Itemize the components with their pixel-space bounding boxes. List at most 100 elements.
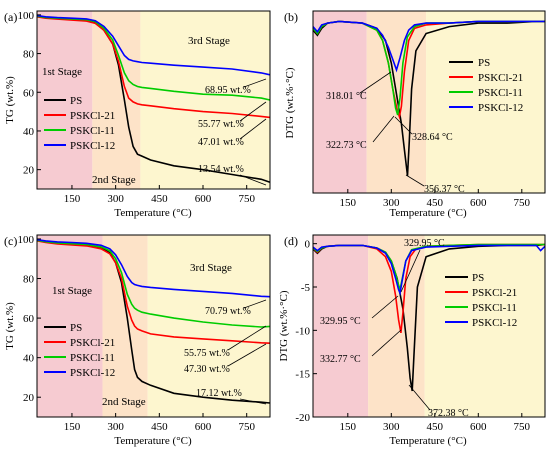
legend-a-11: PSKCl-11 (70, 125, 115, 137)
panel-a-ylabel: TG (wt.%) (4, 76, 16, 124)
panel-b-series-3 (312, 20, 545, 73)
legend-d-11: PSKCl-11 (472, 302, 517, 314)
panel-b-band-1 (366, 11, 427, 193)
panel-a-ytick-label-4: 100 (18, 10, 35, 22)
legend-c-21: PSKCl-21 (70, 337, 115, 349)
panel-c-ytick-label-0: 20 (23, 392, 35, 404)
panel-b-band-0 (313, 11, 367, 193)
panel-d-ytick-label-4: -20 (295, 412, 310, 424)
panel-c-band-1 (102, 235, 148, 417)
panel-c-xtick-label-1: 300 (107, 421, 124, 433)
panel-c-arrow-3 (227, 343, 267, 367)
panel-a-series (36, 14, 271, 183)
legend-a-21: PSKCl-21 (70, 110, 115, 122)
panel-c: 150 300 450 600 750 20 40 60 80 100 (c) Temperat… (4, 234, 271, 447)
legend-b-11: PSKCl-11 (478, 87, 523, 99)
panel-c-series-2 (36, 239, 271, 328)
panel-c-series-3 (36, 238, 271, 298)
panel-c-ytick-label-2: 60 (23, 313, 35, 325)
panel-b-band-2 (426, 11, 545, 193)
panel-d-yticks: 0 -5 -10 -15 -20 (295, 239, 317, 424)
panel-d-arrow-3 (371, 329, 402, 357)
panel-a-series-3 (36, 14, 271, 76)
legend-a-ps: PS (70, 95, 82, 107)
panel-b-xtick-label-2: 450 (427, 197, 444, 209)
panel-a-ytick-label-3: 80 (23, 49, 35, 61)
panel-b-bands (313, 11, 545, 193)
panel-b-annot-2: 322.73 °C (326, 140, 367, 151)
legend-b-ps: PS (478, 57, 490, 69)
panel-b-xtick-label-4: 750 (514, 197, 531, 209)
legend-d-ps: PS (472, 272, 484, 284)
panel-a-stage2: 2nd Stage (92, 174, 136, 186)
legend-c-ps: PS (70, 322, 82, 334)
panel-a-xtick-label-0: 150 (64, 193, 81, 205)
panel-a-series-1 (36, 16, 271, 119)
legend-d-21: PSKCl-21 (472, 287, 517, 299)
panel-d: 150 300 450 600 750 0 -5 -10 -15 -20 (d) Tempera… (278, 234, 546, 447)
panel-d-series (312, 243, 546, 392)
panel-c-ytick-label-3: 80 (23, 274, 35, 286)
panel-c-annot-1: 70.79 wt.% (205, 306, 251, 317)
panel-c-series-1 (36, 240, 271, 344)
panel-a-stage3: 3rd Stage (188, 35, 230, 47)
panel-b-arrow-2 (372, 115, 395, 143)
panel-c-frame (36, 234, 271, 418)
panel-d-band-2 (424, 235, 545, 417)
panel-a-xlabel: Temperature (°C) (114, 207, 192, 219)
panel-a-arrow-3 (239, 118, 267, 140)
panel-d-legend: PS PSKCl-21 PSKCl-11 PSKCl-12 (445, 272, 517, 329)
panel-b-arrow-3 (394, 116, 413, 135)
panel-a-ytick-label-2: 60 (23, 87, 35, 99)
panel-c-stage2: 2nd Stage (102, 396, 146, 408)
panel-d-series-3 (312, 244, 546, 297)
panel-b-annot-3: 328.64 °C (412, 132, 453, 143)
panel-c-label: (c) (4, 234, 17, 248)
panel-d-xtick-label-0: 150 (340, 421, 357, 433)
panel-a-arrow-4 (239, 174, 267, 186)
panel-d-xtick-label-4: 750 (514, 421, 531, 433)
panel-a-arrow-2 (239, 101, 267, 122)
panel-b-xtick-label-3: 600 (470, 197, 487, 209)
panel-a-annot-1: 68.95 wt.% (205, 85, 251, 96)
panel-d-annot-4: 372.38 °C (428, 408, 469, 419)
panel-a-xtick-label-4: 750 (238, 193, 255, 205)
panel-d-label: (d) (284, 234, 298, 248)
panel-c-stage3: 3rd Stage (190, 262, 232, 274)
legend-c-12: PSKCl-12 (70, 367, 115, 379)
panel-c-annot-4: 17.12 wt.% (196, 388, 242, 399)
panel-d-frame (312, 234, 546, 418)
panel-a-yticks: 20 40 60 80 100 (18, 10, 41, 177)
panel-a-bands (37, 11, 270, 189)
panel-a-band-1 (92, 11, 141, 189)
panel-d-annot-2: 329.95 °C (320, 316, 361, 327)
panel-c-xtick-label-0: 150 (64, 421, 81, 433)
panel-d-annot-1: 329.95 °C (404, 238, 445, 249)
panel-a-ytick-label-1: 40 (23, 126, 35, 138)
panel-d-arrow-4 (408, 384, 431, 411)
panel-d-ylabel: DTG (wt.%·°C) (278, 290, 290, 361)
panel-d-xlabel: Temperature (°C) (389, 435, 467, 447)
panel-c-bands (37, 235, 270, 417)
panel-a: 150 300 450 600 750 20 40 60 80 100 (a) Temperat… (4, 10, 271, 219)
panel-d-xtick-label-1: 300 (383, 421, 400, 433)
panel-d-arrow-2 (371, 295, 399, 319)
panel-d-ytick-label-1: -5 (301, 282, 311, 294)
panel-b-frame (312, 10, 546, 194)
panel-d-ytick-label-0: 0 (305, 239, 311, 251)
panel-d-xtick-label-3: 600 (470, 421, 487, 433)
panel-d-arrow-1 (400, 249, 421, 293)
panel-c-ytick-label-4: 100 (18, 234, 35, 246)
panel-b-xlabel: Temperature (°C) (389, 207, 467, 219)
panel-a-xtick-label-3: 600 (195, 193, 212, 205)
stage1-num: 1st Stage (42, 66, 82, 78)
panel-d-ytick-label-2: -10 (295, 325, 310, 337)
panel-c-legend: PS PSKCl-21 PSKCl-11 PSKCl-12 (44, 322, 115, 379)
panel-a-annot-4: 13.54 wt.% (198, 164, 244, 175)
panel-a-legend: PS PSKCl-21 PSKCl-11 PSKCl-12 (44, 95, 115, 152)
legend-d-12: PSKCl-12 (472, 317, 517, 329)
panel-c-xtick-label-4: 750 (238, 421, 255, 433)
panel-a-xtick-label-2: 450 (151, 193, 168, 205)
panel-c-xtick-label-3: 600 (195, 421, 212, 433)
